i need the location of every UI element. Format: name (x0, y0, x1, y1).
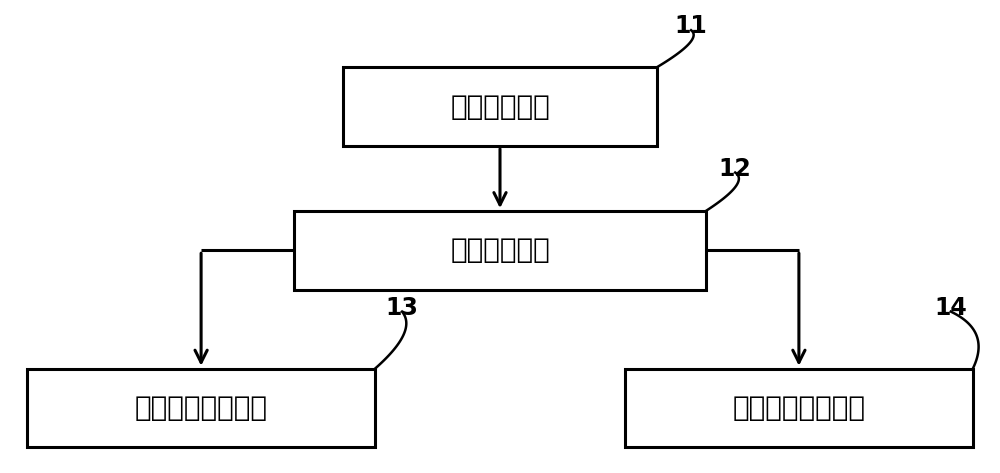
Text: 14: 14 (934, 297, 967, 320)
Bar (27, 368, 375, 447)
Text: 12: 12 (719, 158, 752, 181)
Text: 11: 11 (675, 14, 707, 37)
Bar (294, 211, 706, 290)
Bar (625, 368, 973, 447)
Text: 温度判断模块: 温度判断模块 (450, 236, 550, 264)
Text: 13: 13 (386, 297, 418, 320)
Text: 温度获取模块: 温度获取模块 (450, 93, 550, 121)
Bar (343, 67, 657, 146)
Text: 第二流量调节模块: 第二流量调节模块 (732, 394, 865, 422)
Text: 第一流量调节模块: 第一流量调节模块 (135, 394, 268, 422)
